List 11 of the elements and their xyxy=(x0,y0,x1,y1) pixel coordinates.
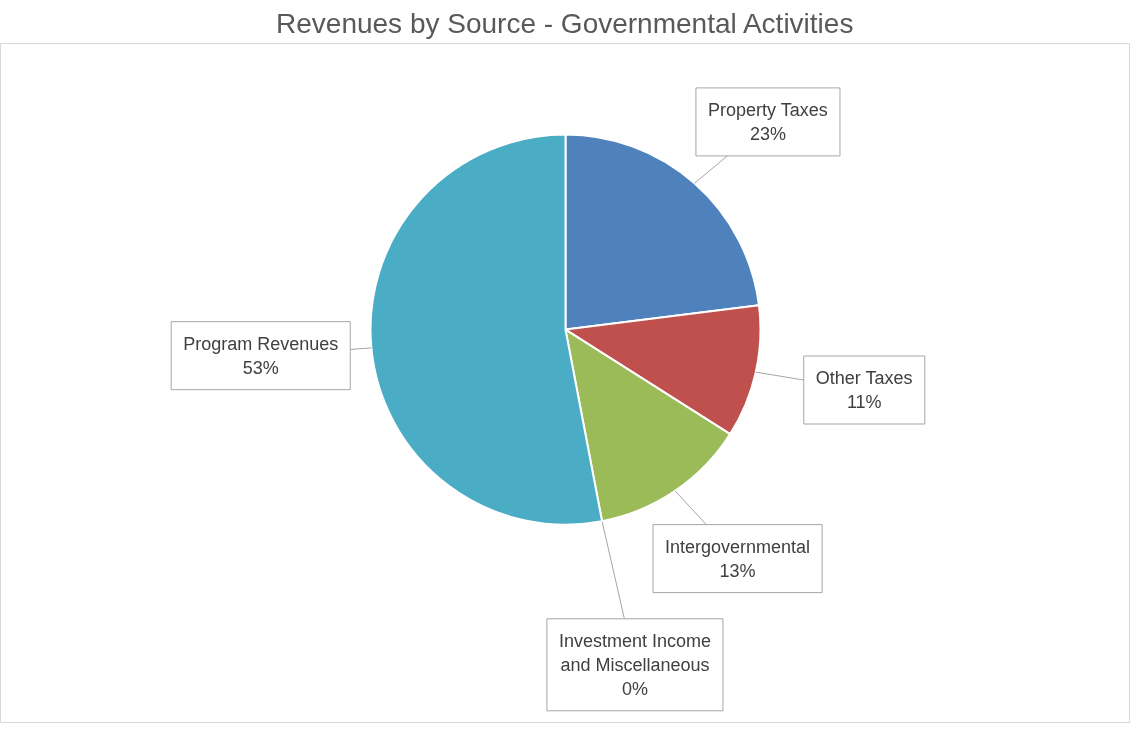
slice-label: Program Revenues xyxy=(183,333,339,354)
data-label: 11% xyxy=(846,392,882,412)
data-label: 13% xyxy=(719,560,756,581)
category-label: Investment Income and Miscellaneous xyxy=(558,630,711,675)
slice-label: Other Taxes xyxy=(815,368,913,388)
text: 0% xyxy=(621,678,648,699)
slice-label: Property Taxes xyxy=(707,99,828,120)
data-label: 53% xyxy=(242,357,279,378)
data-label: 23% xyxy=(749,123,786,144)
chart-title: Revenues by Source - Governmental Activities xyxy=(276,7,854,39)
slice-label: Intergovernmental xyxy=(665,536,811,557)
